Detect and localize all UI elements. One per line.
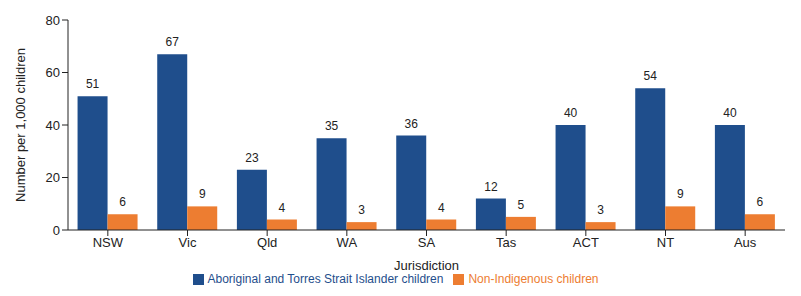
svg-text:3: 3 [597, 203, 604, 217]
svg-text:4: 4 [279, 201, 286, 215]
svg-text:SA: SA [418, 235, 436, 250]
svg-text:40: 40 [46, 118, 60, 133]
svg-text:12: 12 [484, 180, 498, 194]
svg-text:23: 23 [245, 151, 259, 165]
svg-text:5: 5 [518, 198, 525, 212]
svg-text:51: 51 [86, 77, 100, 91]
svg-text:Vic: Vic [179, 235, 197, 250]
svg-text:40: 40 [564, 106, 578, 120]
svg-text:Qld: Qld [257, 235, 277, 250]
svg-text:6: 6 [119, 195, 126, 209]
svg-text:54: 54 [644, 69, 658, 83]
svg-text:NSW: NSW [93, 235, 124, 250]
svg-text:35: 35 [325, 119, 339, 133]
html-text:Aboriginal and Torres Strait I: Aboriginal and Torres Strait Islander ch… [207, 272, 444, 286]
svg-text:Jurisdiction: Jurisdiction [394, 258, 459, 273]
svg-text:6: 6 [757, 195, 764, 209]
svg-text:WA: WA [337, 235, 358, 250]
svg-text:60: 60 [46, 65, 60, 80]
svg-text:ACT: ACT [573, 235, 599, 250]
svg-text:9: 9 [677, 187, 684, 201]
html-text:Non-Indigenous children: Non-Indigenous children [468, 272, 599, 286]
svg-text:Tas: Tas [496, 235, 517, 250]
svg-text:67: 67 [166, 35, 180, 49]
svg-text:9: 9 [199, 187, 206, 201]
svg-text:3: 3 [358, 203, 365, 217]
svg-text:80: 80 [46, 13, 60, 28]
svg-text:NT: NT [657, 235, 674, 250]
svg-text:40: 40 [723, 106, 737, 120]
svg-text:Number per 1,000 children: Number per 1,000 children [13, 48, 28, 202]
svg-text:Aus: Aus [734, 235, 757, 250]
svg-text:4: 4 [438, 201, 445, 215]
svg-text:0: 0 [53, 223, 60, 238]
svg-text:36: 36 [405, 117, 419, 131]
svg-text:20: 20 [46, 170, 60, 185]
